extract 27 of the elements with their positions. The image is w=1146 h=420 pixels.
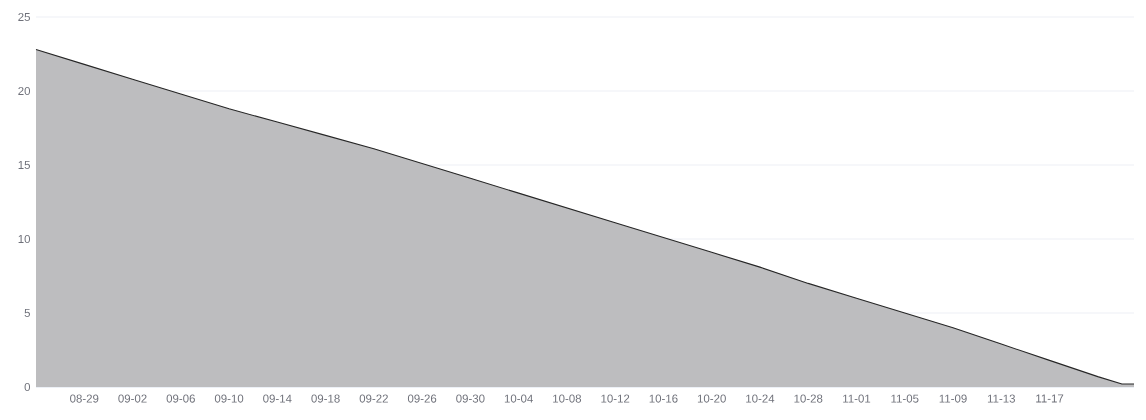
x-tick-label: 11-01: [843, 394, 871, 403]
x-tick-label: 11-05: [891, 394, 919, 403]
x-tick-label: 09-30: [456, 394, 485, 403]
y-tick-label: 10: [18, 234, 31, 244]
x-tick-label: 10-04: [504, 394, 533, 403]
x-tick-label: 10-20: [697, 394, 726, 403]
y-tick-label: 25: [18, 12, 30, 22]
x-tick-label: 09-06: [166, 394, 195, 403]
x-tick-label: 10-08: [553, 394, 582, 403]
x-tick-label: 10-16: [649, 394, 678, 403]
y-tick-label: 20: [18, 86, 31, 96]
x-tick-label: 09-14: [263, 394, 292, 403]
x-tick-label: 10-24: [746, 394, 775, 403]
x-tick-label: 08-29: [70, 394, 99, 403]
x-tick-label: 11-09: [939, 394, 967, 403]
x-tick-label: 09-26: [407, 394, 437, 403]
y-tick-label: 0: [24, 382, 31, 392]
x-tick-label: 09-02: [118, 394, 147, 403]
y-tick-label: 5: [24, 309, 30, 317]
x-tick-label: 09-22: [359, 394, 388, 403]
x-tick-label: 11-13: [987, 394, 1015, 403]
x-tick-label: 10-12: [601, 394, 630, 403]
x-tick-label: 10-28: [794, 394, 823, 403]
x-tick-label: 09-18: [311, 394, 340, 403]
x-tick-label: 11-17: [1036, 394, 1064, 403]
y-tick-label: 15: [18, 161, 30, 169]
x-tick-label: 09-10: [214, 394, 244, 403]
